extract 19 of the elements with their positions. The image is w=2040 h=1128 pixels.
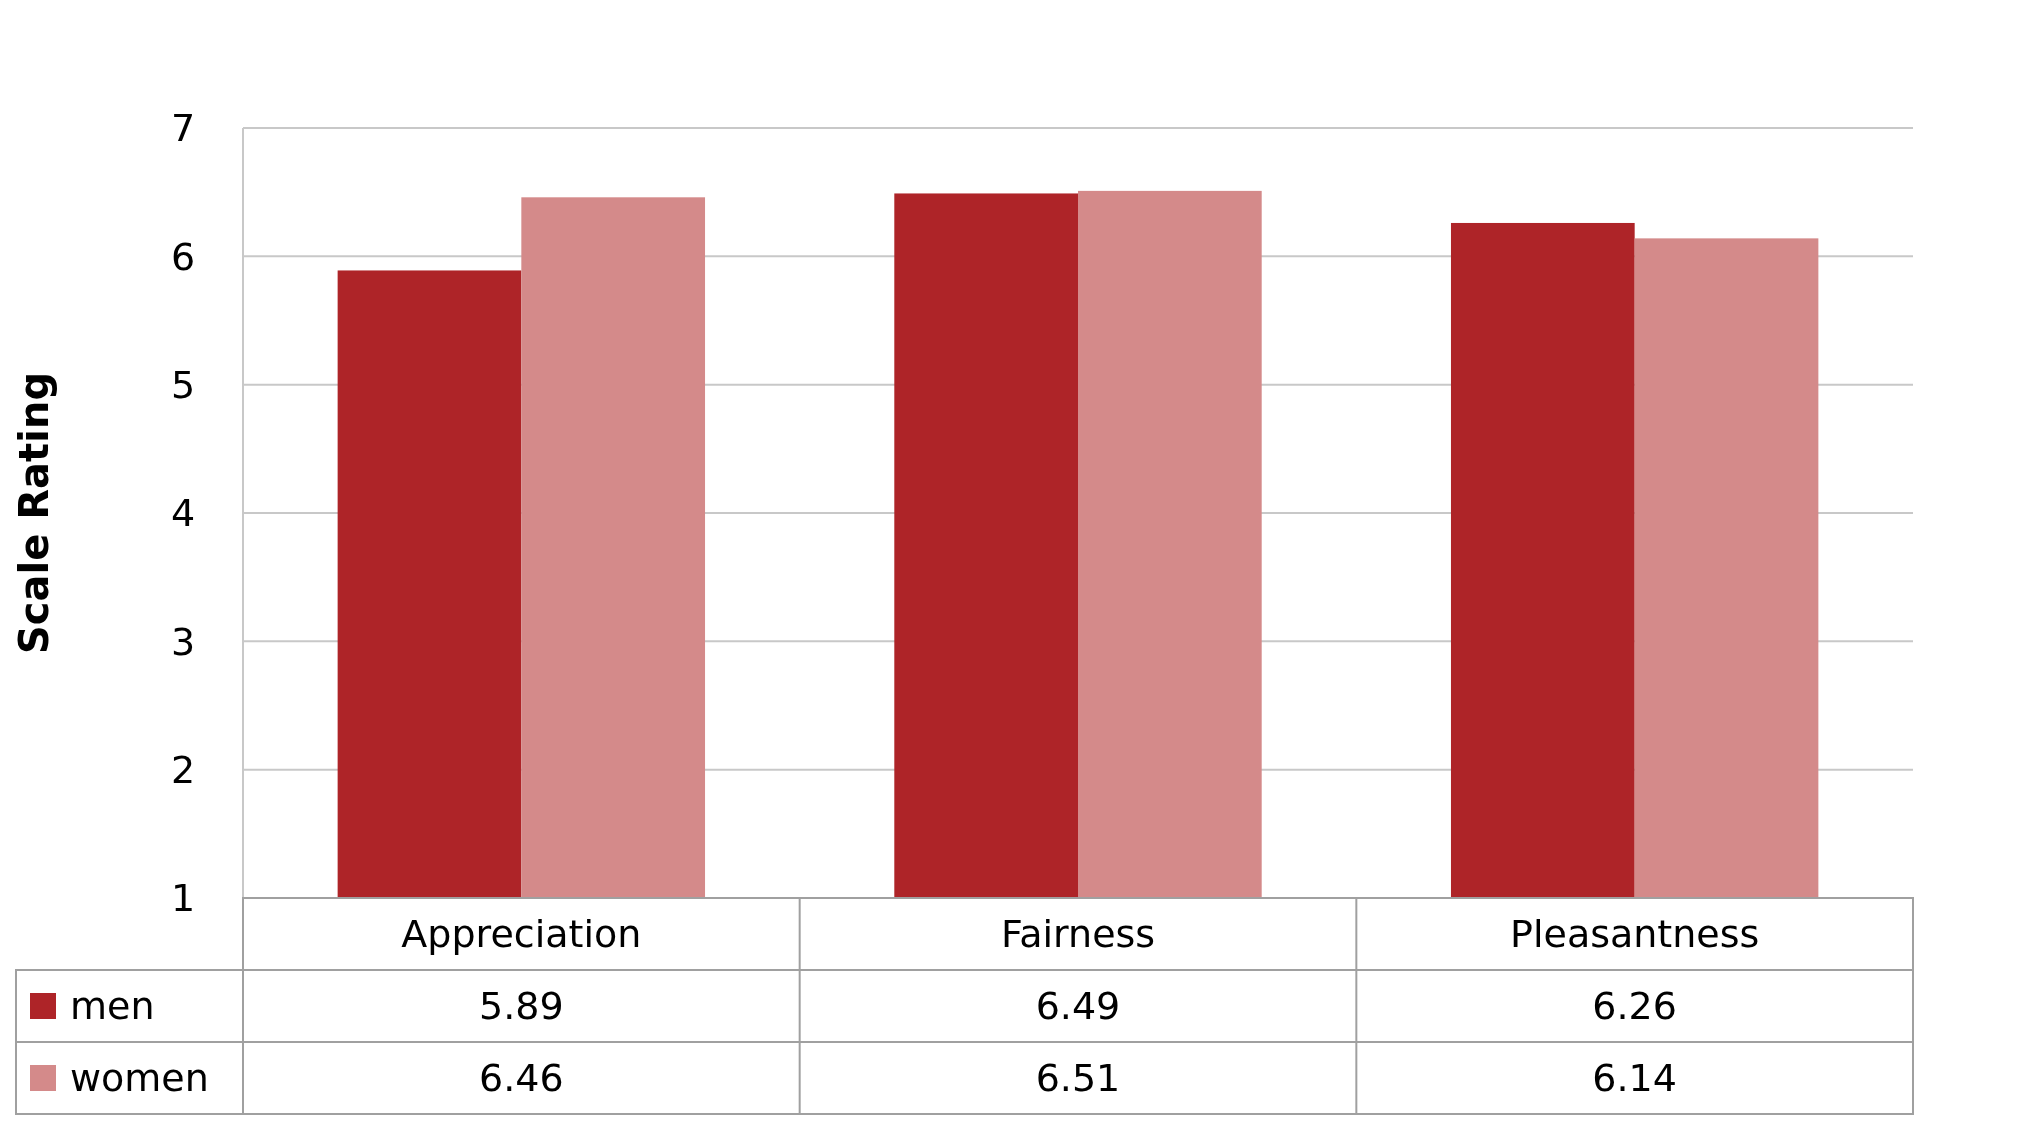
x-tick-label: Fairness	[1000, 912, 1156, 957]
data-label: 6.49	[1035, 984, 1121, 1029]
data-label: 6.26	[1592, 984, 1677, 1029]
y-axis-title: Scale Rating	[11, 371, 57, 655]
y-tick-label: 4	[170, 491, 196, 536]
y-tick-label: 1	[170, 876, 196, 921]
y-tick-label: 2	[170, 747, 196, 792]
data-label: 5.89	[479, 984, 564, 1029]
legend-label: women	[70, 1056, 209, 1101]
y-tick-label: 5	[170, 362, 196, 407]
x-tick-label: Pleasantness	[1510, 912, 1760, 957]
y-tick-label: 7	[170, 106, 196, 151]
data-label: 6.51	[1035, 1056, 1121, 1101]
data-label: 6.14	[1592, 1056, 1677, 1101]
x-tick-label: Appreciation	[401, 912, 642, 957]
data-label: 6.46	[479, 1056, 564, 1101]
y-tick-label: 3	[170, 619, 196, 664]
legend-label: men	[70, 984, 155, 1029]
y-tick-label: 6	[170, 234, 196, 279]
